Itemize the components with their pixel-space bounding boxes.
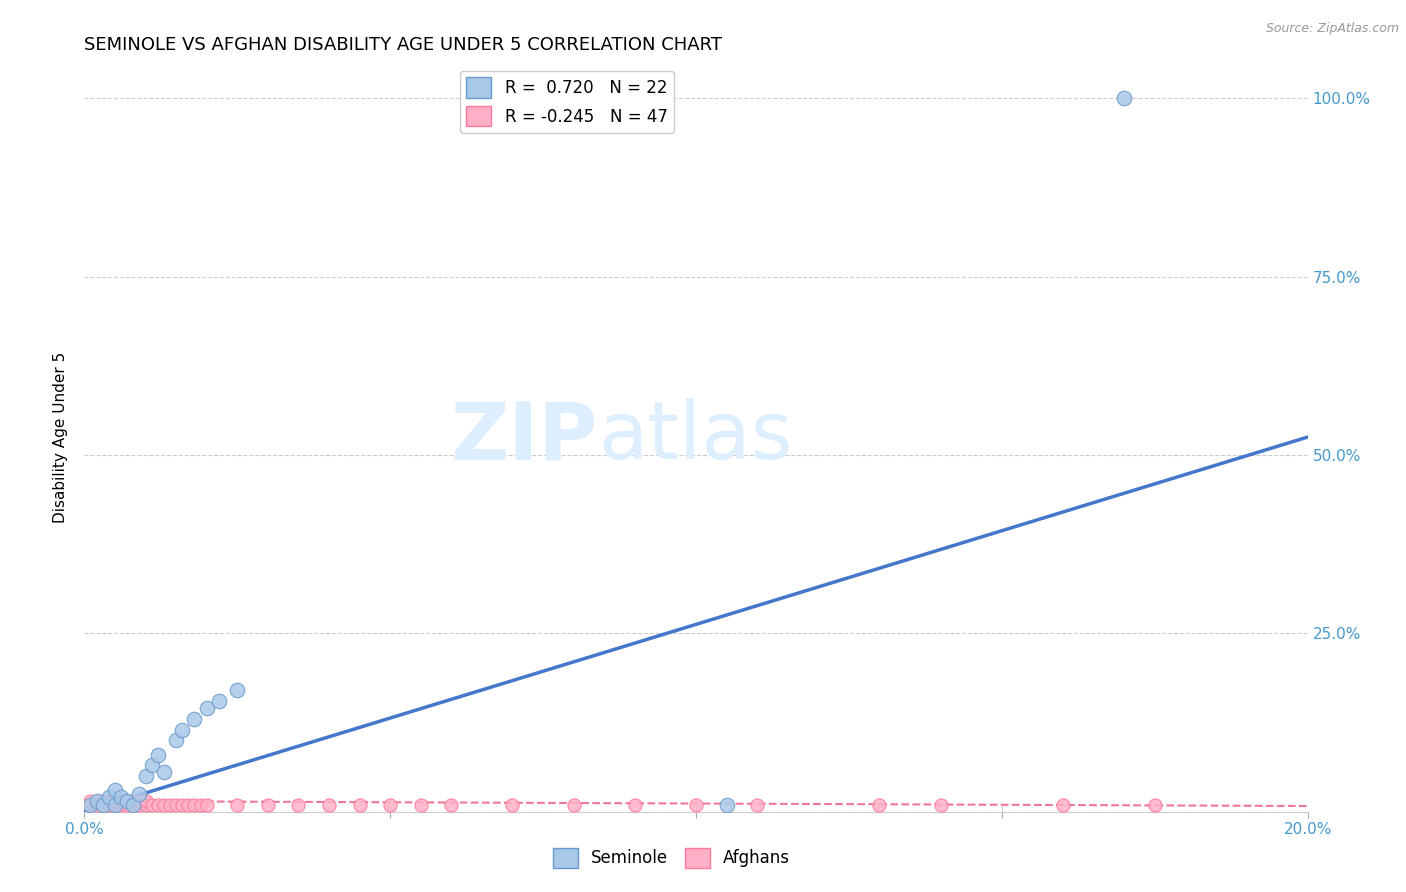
Afghans <box>104 797 127 812</box>
Seminole <box>716 797 738 812</box>
Afghans <box>869 797 891 812</box>
Afghans <box>86 797 108 812</box>
Seminole <box>208 694 231 708</box>
Afghans <box>153 797 176 812</box>
Afghans <box>115 797 138 812</box>
Afghans <box>190 797 212 812</box>
Afghans <box>165 797 187 812</box>
Afghans <box>929 797 952 812</box>
Afghans <box>97 794 120 808</box>
Afghans <box>349 797 371 812</box>
Seminole <box>91 797 114 812</box>
Afghans <box>135 797 157 812</box>
Afghans <box>110 794 132 808</box>
Afghans <box>409 797 432 812</box>
Afghans <box>172 797 194 812</box>
Afghans <box>440 797 463 812</box>
Afghans <box>79 797 101 812</box>
Afghans <box>122 797 145 812</box>
Seminole <box>153 765 176 780</box>
Afghans <box>146 797 169 812</box>
Seminole <box>79 797 101 812</box>
Afghans <box>91 797 114 812</box>
Seminole <box>110 790 132 805</box>
Seminole <box>122 797 145 812</box>
Afghans <box>318 797 340 812</box>
Afghans <box>287 797 309 812</box>
Afghans <box>91 794 114 808</box>
Afghans <box>128 794 150 808</box>
Legend: Seminole, Afghans: Seminole, Afghans <box>546 841 797 874</box>
Afghans <box>122 794 145 808</box>
Y-axis label: Disability Age Under 5: Disability Age Under 5 <box>53 351 69 523</box>
Afghans <box>110 797 132 812</box>
Afghans <box>685 797 707 812</box>
Afghans <box>115 794 138 808</box>
Seminole <box>141 758 163 772</box>
Afghans <box>1052 797 1074 812</box>
Seminole <box>195 701 218 715</box>
Text: atlas: atlas <box>598 398 793 476</box>
Afghans <box>1143 797 1166 812</box>
Seminole <box>104 783 127 797</box>
Text: ZIP: ZIP <box>451 398 598 476</box>
Seminole <box>165 733 187 747</box>
Seminole <box>128 787 150 801</box>
Text: SEMINOLE VS AFGHAN DISABILITY AGE UNDER 5 CORRELATION CHART: SEMINOLE VS AFGHAN DISABILITY AGE UNDER … <box>84 36 723 54</box>
Afghans <box>380 797 402 812</box>
Afghans <box>502 797 524 812</box>
Afghans <box>177 797 200 812</box>
Afghans <box>86 794 108 808</box>
Afghans <box>226 797 249 812</box>
Afghans <box>562 797 585 812</box>
Afghans <box>79 794 101 808</box>
Afghans <box>97 797 120 812</box>
Afghans <box>104 794 127 808</box>
Afghans <box>195 797 218 812</box>
Seminole <box>146 747 169 762</box>
Afghans <box>159 797 181 812</box>
Seminole <box>1114 91 1136 105</box>
Seminole <box>135 769 157 783</box>
Afghans <box>141 797 163 812</box>
Seminole <box>104 797 127 812</box>
Afghans <box>183 797 205 812</box>
Afghans <box>747 797 769 812</box>
Afghans <box>257 797 280 812</box>
Afghans <box>135 794 157 808</box>
Seminole <box>172 723 194 737</box>
Seminole <box>115 794 138 808</box>
Afghans <box>128 797 150 812</box>
Seminole <box>86 794 108 808</box>
Text: Source: ZipAtlas.com: Source: ZipAtlas.com <box>1265 22 1399 36</box>
Seminole <box>226 683 249 698</box>
Seminole <box>183 712 205 726</box>
Seminole <box>97 790 120 805</box>
Afghans <box>624 797 647 812</box>
